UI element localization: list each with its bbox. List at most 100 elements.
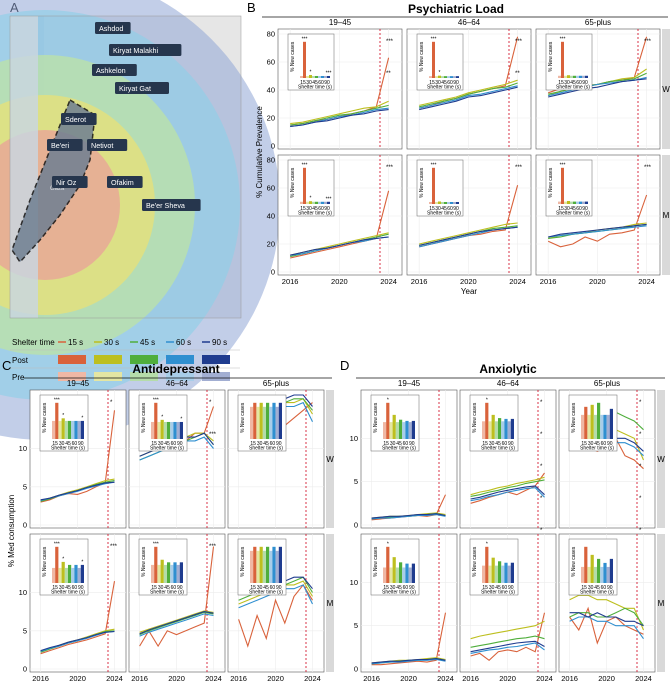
inset-significance: * bbox=[439, 70, 441, 76]
series-line bbox=[290, 100, 389, 125]
inset-pre-bar bbox=[262, 406, 266, 439]
x-tick-label: 2016 bbox=[462, 674, 479, 683]
facet-col-label: 46–64 bbox=[497, 379, 520, 388]
inset-pre-bar bbox=[306, 75, 309, 78]
inset-tick-label: 45 bbox=[164, 585, 170, 591]
inset-significance: * bbox=[387, 397, 389, 403]
significance-label: * bbox=[639, 496, 642, 502]
panel-letter-b: B bbox=[247, 0, 256, 15]
inset-tick-label: 90 bbox=[276, 441, 282, 447]
inset-significance: *** bbox=[302, 36, 308, 42]
series-line bbox=[139, 613, 214, 637]
inset-pre-bar bbox=[581, 414, 585, 439]
inset-tick-label: 45 bbox=[263, 585, 269, 591]
inset-tick-label: 90 bbox=[582, 80, 588, 86]
x-tick-label: 2016 bbox=[282, 277, 299, 286]
inset-pre-bar bbox=[77, 567, 81, 583]
inset-pre-bar bbox=[71, 567, 75, 583]
inset-significance: *** bbox=[153, 397, 159, 403]
inset-pre-bar bbox=[262, 550, 266, 583]
y-tick-label: 5 bbox=[354, 621, 358, 630]
inset-tick-label: 30 bbox=[588, 441, 594, 447]
inset-post-bar bbox=[603, 562, 607, 583]
y-tick-label: 10 bbox=[19, 444, 27, 453]
inset-tick-label: 90 bbox=[409, 441, 415, 447]
city-label: Ashkelon bbox=[96, 66, 126, 75]
x-axis-label: Year bbox=[461, 287, 478, 296]
inset-tick-label: 60 bbox=[318, 80, 324, 86]
inset-pre-bar bbox=[576, 75, 579, 78]
inset-pre-bar bbox=[582, 201, 585, 204]
inset-pre-bar bbox=[429, 76, 432, 78]
inset-tick-label: 90 bbox=[453, 80, 459, 86]
inset-tick-label: 90 bbox=[582, 206, 588, 212]
inset-post-bar bbox=[573, 201, 576, 204]
significance-label: * bbox=[540, 464, 543, 470]
panel-letter-c: C bbox=[2, 358, 11, 373]
inset-tick-label: 60 bbox=[502, 585, 508, 591]
inset-tick-label: 60 bbox=[403, 441, 409, 447]
facet-row-strip bbox=[662, 29, 670, 149]
significance-label: *** bbox=[209, 432, 217, 438]
inset-pre-bar bbox=[494, 565, 498, 583]
series-line bbox=[290, 104, 389, 126]
y-tick-label: 0 bbox=[271, 142, 275, 151]
inset-tick-label: 45 bbox=[594, 441, 600, 447]
inset-ylabel: % New cases bbox=[419, 167, 425, 198]
inset-pre-bar bbox=[435, 201, 438, 204]
y-tick-label: 20 bbox=[267, 114, 275, 123]
inset-tick-label: 15 bbox=[250, 441, 256, 447]
series-line bbox=[40, 581, 116, 655]
x-tick-label: 2016 bbox=[561, 674, 578, 683]
x-tick-label: 2024 bbox=[304, 674, 321, 683]
inset-xlabel: Shelter time (s) bbox=[427, 85, 461, 91]
inset-tick-label: 60 bbox=[318, 206, 324, 212]
significance-label: ** bbox=[515, 71, 520, 77]
city-label: Netivot bbox=[91, 141, 113, 150]
inset-pre-bar bbox=[300, 75, 303, 78]
series-line bbox=[547, 194, 648, 248]
inset-post-bar bbox=[456, 76, 459, 78]
inset-significance: *** bbox=[54, 397, 60, 403]
significance-label: * bbox=[639, 464, 642, 470]
inset-significance: *** bbox=[560, 36, 566, 42]
inset-frame bbox=[545, 159, 593, 217]
inset-post-bar bbox=[491, 414, 495, 439]
inset-tick-label: 15 bbox=[52, 585, 58, 591]
inset-post-bar bbox=[504, 418, 508, 439]
y-tick-label: 10 bbox=[350, 578, 358, 587]
inset-tick-label: 60 bbox=[447, 80, 453, 86]
inset-pre-bar bbox=[600, 414, 604, 439]
inset-post-bar bbox=[491, 557, 495, 583]
inset-xlabel: Shelter time (s) bbox=[580, 446, 614, 452]
inset-post-bar bbox=[584, 546, 588, 583]
inset-post-bar bbox=[579, 201, 582, 204]
inset-pre-bar bbox=[587, 566, 591, 583]
city-labels: Ashdod Kiryat Malakhi Ashkelon Kiryat Gat Sd… bbox=[47, 22, 201, 211]
y-tick-label: 0 bbox=[354, 521, 358, 530]
y-tick-label: 10 bbox=[350, 434, 358, 443]
inset-xlabel: Shelter time (s) bbox=[298, 85, 332, 91]
inset-ylabel: % New cases bbox=[290, 41, 296, 72]
inset-xlabel: Shelter time (s) bbox=[150, 446, 184, 452]
inset-ylabel: % New cases bbox=[240, 546, 246, 577]
inset-tick-label: 90 bbox=[409, 585, 415, 591]
y-tick-label: 5 bbox=[354, 477, 358, 486]
inset-xlabel: Shelter time (s) bbox=[481, 446, 515, 452]
inset-pre-bar bbox=[482, 421, 486, 439]
inset-post-bar bbox=[405, 563, 409, 583]
facet-row-strip bbox=[662, 155, 670, 275]
legend-pre-swatch bbox=[166, 372, 194, 381]
inset-tick-label: 30 bbox=[306, 80, 312, 86]
series-line bbox=[419, 222, 518, 245]
inset-post-bar bbox=[80, 564, 84, 583]
series-line bbox=[139, 546, 215, 648]
inset-post-bar bbox=[266, 402, 270, 439]
